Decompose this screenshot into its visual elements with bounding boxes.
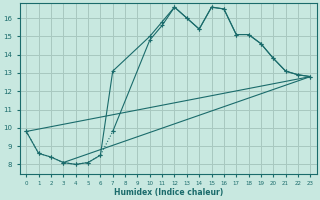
X-axis label: Humidex (Indice chaleur): Humidex (Indice chaleur) [114, 188, 223, 197]
